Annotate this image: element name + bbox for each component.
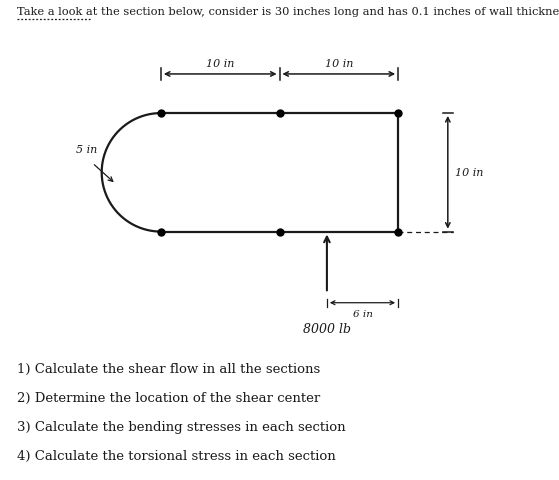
Text: 10 in: 10 in xyxy=(325,59,353,69)
Text: 3) Calculate the bending stresses in each section: 3) Calculate the bending stresses in eac… xyxy=(17,420,345,433)
Text: Take a look at the section below, consider is 30 inches long and has 0.1 inches : Take a look at the section below, consid… xyxy=(17,7,559,17)
Text: 5 in: 5 in xyxy=(75,144,97,154)
Text: 1) Calculate the shear flow in all the sections: 1) Calculate the shear flow in all the s… xyxy=(17,362,320,375)
Text: 2) Determine the location of the shear center: 2) Determine the location of the shear c… xyxy=(17,391,320,404)
Text: 8000 lb: 8000 lb xyxy=(303,323,351,336)
Text: 10 in: 10 in xyxy=(455,168,484,178)
Text: 10 in: 10 in xyxy=(206,59,234,69)
Text: 6 in: 6 in xyxy=(353,309,372,318)
Text: 4) Calculate the torsional stress in each section: 4) Calculate the torsional stress in eac… xyxy=(17,449,335,462)
